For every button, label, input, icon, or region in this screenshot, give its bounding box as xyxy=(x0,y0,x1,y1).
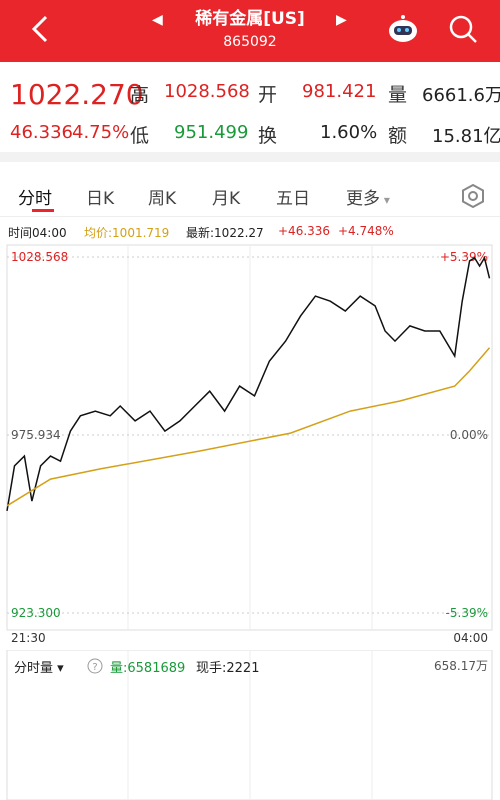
settings-icon[interactable] xyxy=(460,183,486,209)
pct-label: +5.39% xyxy=(440,250,488,264)
price-line xyxy=(6,255,491,512)
open-value: 981.421 xyxy=(302,81,377,102)
info-change-pct: +4.748% xyxy=(338,224,394,238)
last-price: 1022.270 xyxy=(10,78,144,111)
y-tick-label: 1028.568 xyxy=(11,250,68,264)
change-value: 46.336 xyxy=(10,122,73,143)
low-label: 低 xyxy=(130,125,150,147)
tab[interactable]: 更多 ▾ xyxy=(346,189,390,209)
low-value: 951.499 xyxy=(174,122,249,143)
volume-grid: ? xyxy=(6,650,493,800)
tab[interactable]: 周K xyxy=(148,189,177,209)
volume-max: 658.17万 xyxy=(434,659,488,673)
info-change: +46.336 xyxy=(278,224,331,238)
turnover-value: 1.60% xyxy=(320,122,378,143)
volume-label: 量 xyxy=(388,84,408,106)
amount-label: 额 xyxy=(388,125,408,147)
y-tick-label: 923.300 xyxy=(11,606,61,620)
amount-value: 15.81亿 xyxy=(432,126,500,147)
high-label: 高 xyxy=(130,84,150,106)
pct-label: -5.39% xyxy=(446,606,488,620)
prev-arrow[interactable]: ◀ xyxy=(152,12,163,28)
back-button[interactable] xyxy=(28,14,52,44)
pct-label: 0.00% xyxy=(450,428,488,442)
volume-value: 6661.6万 xyxy=(422,85,500,106)
info-avg: 均价:1001.719 xyxy=(84,226,170,240)
high-value: 1028.568 xyxy=(164,81,250,102)
open-label: 开 xyxy=(258,84,278,106)
volume-hand: 现手:2221 xyxy=(196,661,260,676)
y-tick-label: 975.934 xyxy=(11,428,61,442)
stock-title: 稀有金属[US] xyxy=(195,9,305,29)
tab[interactable]: 分时 xyxy=(18,189,52,209)
tab-underline xyxy=(32,209,54,212)
robot-icon[interactable] xyxy=(386,12,420,46)
next-arrow[interactable]: ▶ xyxy=(336,12,347,28)
x-tick-label: 21:30 xyxy=(11,631,46,645)
tab[interactable]: 月K xyxy=(212,189,241,209)
stock-code: 865092 xyxy=(223,34,277,50)
info-time: 时间04:00 xyxy=(8,226,67,240)
intraday-chart: 923.300 -5.39% 975.934 0.00% 1028.568 +5.39% 2… xyxy=(6,244,493,645)
volume-panel: ? 分时量 ▾ 量:6581689 现手:2221 658.17万 xyxy=(0,650,500,800)
volume-total: 量:6581689 xyxy=(110,661,186,676)
x-tick-label: 04:00 xyxy=(453,631,488,645)
info-last: 最新:1022.27 xyxy=(186,226,264,240)
svg-text:?: ? xyxy=(92,662,97,673)
change-pct: 4.75% xyxy=(72,122,130,143)
tab[interactable]: 日K xyxy=(86,189,115,209)
turnover-label: 换 xyxy=(258,125,278,147)
volume-title: 分时量 xyxy=(14,661,54,676)
volume-selector[interactable]: 分时量 ▾ xyxy=(14,661,64,676)
divider xyxy=(0,216,500,217)
tab[interactable]: 五日 xyxy=(276,189,310,209)
separator xyxy=(0,152,500,162)
search-icon[interactable] xyxy=(448,14,478,44)
price-line xyxy=(6,347,491,507)
